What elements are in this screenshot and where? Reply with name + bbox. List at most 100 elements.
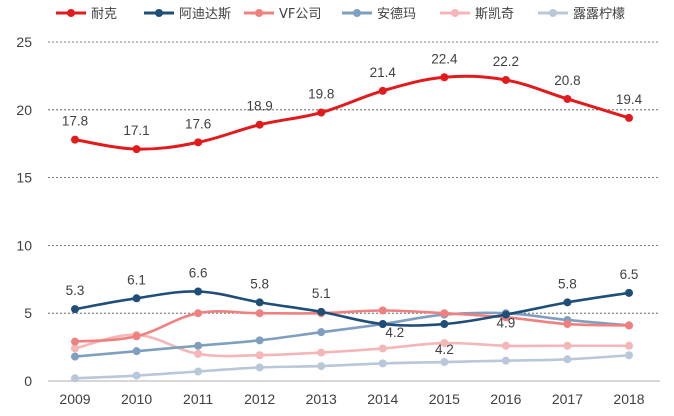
- data-point-4-2: [194, 349, 203, 358]
- data-point-3-3: [255, 336, 264, 345]
- data-point-2-6: [440, 309, 449, 318]
- data-label-1-3: 5.8: [250, 276, 269, 291]
- data-label-0-8: 20.8: [554, 73, 580, 88]
- data-point-2-8: [563, 320, 572, 329]
- data-point-1-3: [255, 298, 264, 307]
- data-label-0-9: 19.4: [616, 92, 643, 107]
- x-tick-label: 2009: [59, 391, 90, 407]
- data-point-0-4: [317, 108, 326, 117]
- series-line-3: [73, 311, 631, 358]
- data-point-4-8: [563, 341, 572, 350]
- legend-swatch-marker-2: [255, 9, 263, 17]
- x-tick-label: 2014: [367, 391, 398, 407]
- axes: 0 5 10 15 20 25 2009 2010 2011 2012 2013 2014 2015 20…: [16, 34, 660, 407]
- data-point-5-0: [71, 374, 79, 383]
- data-point-1-7: [501, 310, 510, 319]
- data-label-1-4: 5.1: [312, 286, 331, 301]
- series-line-5: [73, 353, 631, 380]
- x-tick-label: 2017: [552, 391, 583, 407]
- data-point-2-1: [132, 332, 141, 341]
- data-point-5-5: [378, 359, 387, 368]
- data-label-1-1: 6.1: [127, 272, 146, 287]
- data-point-2-9: [625, 321, 633, 330]
- data-label-0-7: 22.2: [493, 54, 519, 69]
- data-point-4-6: [440, 339, 449, 348]
- data-point-2-5: [378, 306, 387, 315]
- legend-entry-2: VF公司: [279, 7, 321, 22]
- data-point-0-9: [625, 113, 633, 122]
- x-tick-label: 2012: [244, 391, 275, 407]
- data-point-4-7: [501, 341, 510, 350]
- data-point-1-1: [132, 294, 141, 303]
- data-point-1-8: [563, 298, 572, 307]
- x-tick-label: 2015: [429, 391, 460, 407]
- data-point-5-1: [132, 371, 141, 380]
- data-label-0-6: 22.4: [431, 51, 458, 66]
- data-point-1-4: [317, 307, 326, 316]
- data-point-5-3: [255, 363, 264, 372]
- data-point-5-7: [501, 356, 510, 365]
- data-point-5-8: [563, 355, 572, 364]
- x-tick-label: 2018: [613, 391, 644, 407]
- data-labels: 17.8 17.1 17.6 18.9 19.8 21.4 22.4 22.2 20.8 19.4…: [62, 51, 643, 357]
- y-tick-label: 0: [24, 373, 32, 389]
- legend-entry-0: 耐克: [91, 7, 117, 22]
- data-label-0-3: 18.9: [247, 99, 273, 114]
- y-tick-label: 20: [16, 102, 32, 118]
- legend-swatch-marker-5: [549, 9, 557, 17]
- y-tick-label: 15: [16, 170, 32, 186]
- data-point-4-9: [625, 341, 633, 350]
- y-tick-label: 10: [16, 237, 32, 253]
- data-point-1-2: [194, 287, 203, 296]
- data-point-0-8: [563, 94, 572, 103]
- data-point-0-5: [378, 86, 387, 95]
- legend-entry-1: 阿迪达斯: [179, 7, 231, 22]
- data-point-2-2: [194, 309, 203, 318]
- data-point-1-0: [71, 305, 79, 314]
- data-point-3-4: [317, 328, 326, 337]
- data-point-3-0: [71, 352, 79, 361]
- data-label-1-2: 6.6: [189, 266, 208, 281]
- data-point-5-4: [317, 362, 326, 371]
- data-label-1-8: 5.8: [558, 276, 577, 291]
- data-point-1-9: [625, 288, 633, 297]
- data-point-2-0: [71, 337, 79, 346]
- x-tick-label: 2011: [183, 391, 213, 407]
- data-label-0-4: 19.8: [308, 87, 334, 102]
- data-point-4-5: [378, 344, 387, 353]
- data-point-5-6: [440, 358, 449, 367]
- x-tick-label: 2010: [121, 391, 152, 407]
- data-point-0-3: [255, 120, 264, 129]
- data-label-0-2: 17.6: [185, 116, 211, 131]
- legend-swatch-marker-1: [155, 9, 163, 17]
- y-tick-label: 25: [16, 34, 32, 50]
- data-point-3-2: [194, 341, 203, 350]
- x-tick-label: 2013: [306, 391, 337, 407]
- legend-entry-5: 露露柠檬: [573, 7, 625, 22]
- data-point-3-1: [132, 347, 141, 356]
- data-point-1-5: [378, 320, 387, 329]
- legend-swatch-marker-3: [353, 9, 361, 17]
- x-tick-label: 2016: [490, 391, 521, 407]
- series-line-2: [73, 309, 631, 343]
- data-label-1-7: 4.9: [496, 316, 515, 331]
- data-point-2-3: [255, 309, 264, 318]
- data-point-5-9: [625, 351, 633, 360]
- gridlines: [48, 41, 660, 314]
- legend-entry-3: 安德玛: [377, 7, 416, 22]
- data-point-0-7: [501, 75, 510, 84]
- series-line-1: [73, 290, 631, 327]
- legend-swatch-marker-4: [451, 9, 459, 17]
- data-point-0-0: [71, 135, 79, 144]
- legend-swatch-marker-0: [67, 9, 75, 17]
- data-point-5-2: [194, 367, 203, 376]
- data-label-0-5: 21.4: [370, 65, 397, 80]
- series-line-4: [73, 333, 631, 358]
- data-label-1-6: 4.2: [435, 342, 454, 357]
- data-label-0-1: 17.1: [123, 123, 149, 138]
- data-point-4-3: [255, 351, 264, 360]
- series-lines: [71, 73, 633, 383]
- data-point-4-0: [71, 344, 79, 353]
